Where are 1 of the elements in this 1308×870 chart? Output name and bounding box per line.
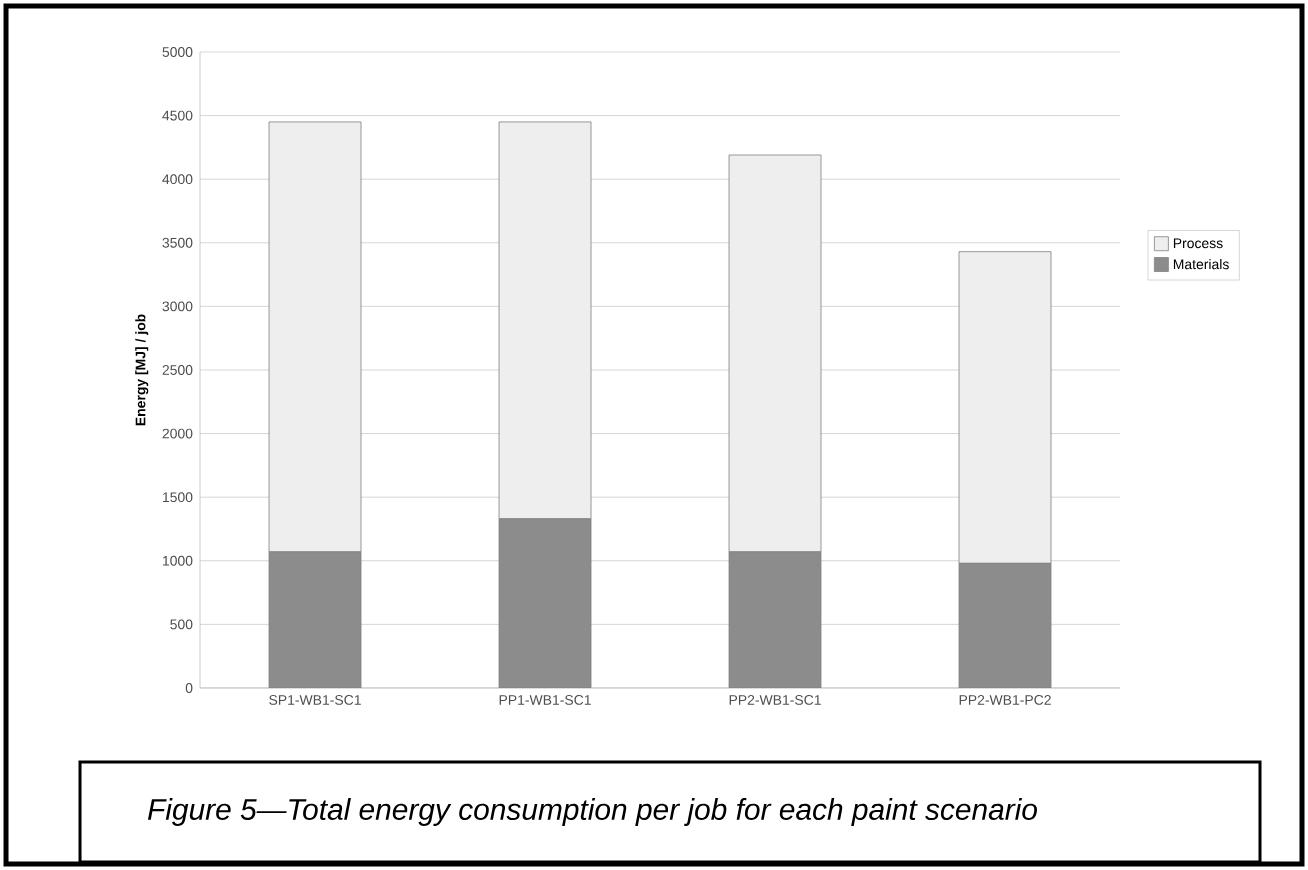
- caption: Figure 5—Total energy consumption per job for each paint scenario: [147, 798, 1037, 826]
